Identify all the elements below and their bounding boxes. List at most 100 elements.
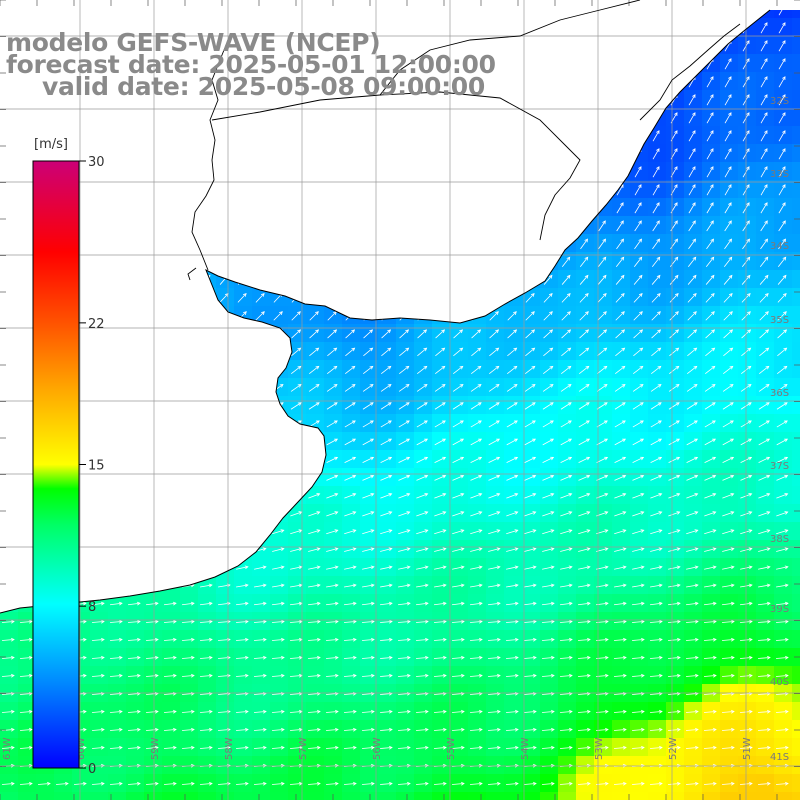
wind-cell [18, 792, 37, 800]
wind-cell [432, 666, 451, 685]
wind-cell [774, 90, 793, 109]
wind-cell [774, 558, 793, 577]
wind-cell [558, 666, 577, 685]
wind-arrow [616, 238, 624, 250]
wind-cell [18, 630, 37, 649]
wind-cell [540, 738, 559, 757]
wind-cell [522, 738, 541, 757]
wind-cell [360, 648, 379, 667]
wind-cell [396, 792, 415, 800]
wind-cell [792, 18, 800, 37]
wind-cell [522, 558, 541, 577]
wind-arrow [759, 256, 769, 267]
wind-arrow [634, 220, 642, 232]
wind-cell [504, 738, 523, 757]
wind-cell [774, 720, 793, 739]
wind-cell [288, 306, 307, 325]
wind-cell [504, 774, 523, 793]
wind-cell [504, 756, 523, 775]
wind-cell [756, 234, 775, 253]
latitude-label: 37S [770, 461, 789, 472]
wind-arrow [760, 202, 768, 214]
wind-cell [468, 576, 487, 595]
wind-cell [504, 306, 523, 325]
wind-cell [756, 162, 775, 181]
wind-cell [396, 612, 415, 631]
wind-cell [684, 666, 703, 685]
wind-arrow [597, 311, 607, 321]
wind-cell [180, 630, 199, 649]
wind-cell [432, 630, 451, 649]
wind-cell [702, 72, 721, 91]
wind-arrow [561, 274, 571, 285]
wind-arrow [778, 130, 786, 142]
wind-arrow [669, 274, 679, 285]
wind-cell [324, 738, 343, 757]
wind-cell [486, 594, 505, 613]
wind-cell [558, 792, 577, 800]
wind-cell [414, 702, 433, 721]
wind-cell [36, 792, 55, 800]
wind-cell [324, 630, 343, 649]
wind-cell [504, 648, 523, 667]
wind-arrow [273, 311, 283, 321]
wind-cell [288, 630, 307, 649]
wind-cell [792, 612, 800, 631]
wind-cell [612, 702, 631, 721]
wind-cell [702, 792, 721, 800]
wind-cell [720, 792, 739, 800]
wind-cell [738, 774, 757, 793]
wind-cell [702, 702, 721, 721]
wind-cell [432, 648, 451, 667]
wind-cell [684, 648, 703, 667]
wind-cell [144, 756, 163, 775]
wind-cell [720, 288, 739, 307]
wind-cell [306, 720, 325, 739]
wind-cell [126, 594, 145, 613]
wind-cell [414, 720, 433, 739]
wind-arrow [615, 256, 625, 267]
wind-cell [540, 594, 559, 613]
wind-cell [666, 306, 685, 325]
wind-cell [684, 702, 703, 721]
wind-cell [126, 738, 145, 757]
wind-cell [720, 126, 739, 145]
wind-arrow [777, 256, 787, 267]
wind-cell [558, 720, 577, 739]
wind-arrow [760, 94, 768, 106]
wind-cell [522, 612, 541, 631]
wind-cell [576, 306, 595, 325]
wind-arrow [652, 148, 660, 160]
wind-cell [684, 180, 703, 199]
wind-cell [738, 702, 757, 721]
wind-cell [576, 234, 595, 253]
wind-arrow [723, 274, 733, 285]
wind-arrow [760, 58, 768, 70]
wind-cell [396, 666, 415, 685]
wind-cell [702, 612, 721, 631]
wind-cell [612, 234, 631, 253]
longitude-label: 61W [2, 737, 13, 760]
wind-cell [630, 594, 649, 613]
longitude-label: 55W [446, 737, 457, 760]
wind-cell [180, 756, 199, 775]
wind-cell [270, 756, 289, 775]
wind-arrow [777, 274, 787, 285]
wind-cell [774, 666, 793, 685]
wind-cell [234, 288, 253, 307]
wind-cell [432, 792, 451, 800]
wind-cell [684, 738, 703, 757]
wind-arrow [688, 112, 696, 124]
wind-cell [450, 612, 469, 631]
wind-cell [324, 648, 343, 667]
wind-cell [756, 648, 775, 667]
wind-cell [756, 630, 775, 649]
wind-cell [792, 378, 800, 397]
wind-arrow [615, 311, 625, 321]
wind-cell [522, 666, 541, 685]
wind-cell [558, 648, 577, 667]
wind-cell [738, 216, 757, 235]
wind-cell [234, 792, 253, 800]
wind-arrow [688, 94, 696, 106]
wind-cell [720, 576, 739, 595]
